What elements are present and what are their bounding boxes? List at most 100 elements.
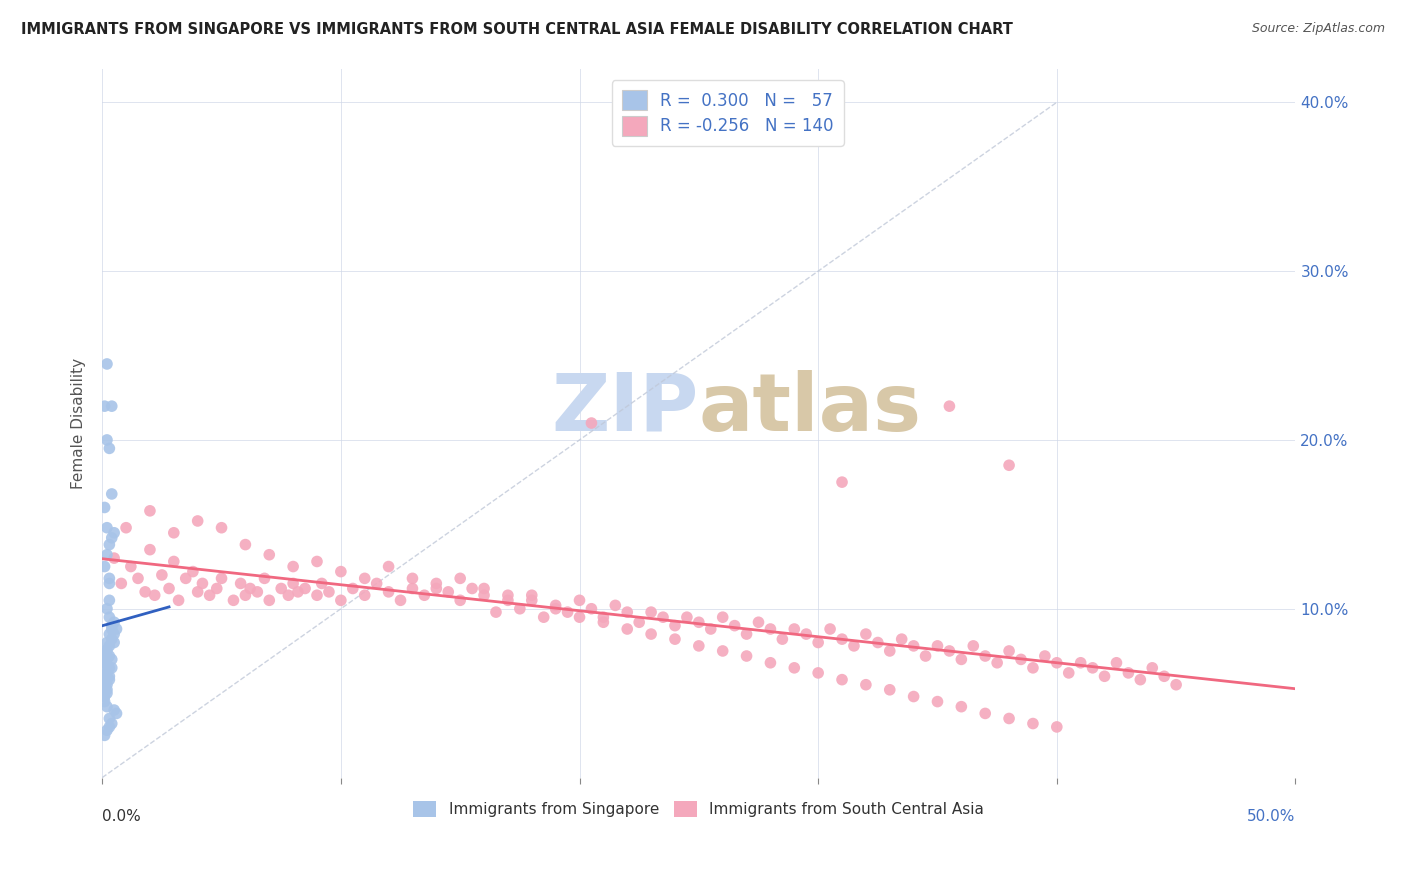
Point [986, 656, 1008, 670]
Point [998, 711, 1021, 725]
Point [1153, 669, 1175, 683]
Point [98, 669, 121, 683]
Point [437, 585, 460, 599]
Point [96, 686, 118, 700]
Point [544, 599, 567, 613]
Point [472, 582, 495, 596]
Point [1033, 648, 1056, 663]
Text: Source: ZipAtlas.com: Source: ZipAtlas.com [1251, 22, 1385, 36]
Point [783, 661, 806, 675]
Point [1046, 656, 1069, 670]
Point [100, 622, 122, 636]
Point [98, 571, 121, 585]
Point [1070, 656, 1092, 670]
Point [449, 593, 471, 607]
Point [134, 585, 156, 599]
Point [628, 615, 651, 630]
Point [98, 661, 121, 675]
Point [890, 632, 912, 647]
Point [914, 648, 936, 663]
Point [281, 559, 304, 574]
Point [187, 514, 209, 528]
Point [294, 582, 316, 596]
Point [127, 571, 149, 585]
Point [103, 525, 125, 540]
Point [1057, 665, 1080, 680]
Point [496, 588, 519, 602]
Text: atlas: atlas [699, 370, 922, 448]
Point [259, 593, 281, 607]
Point [533, 610, 555, 624]
Point [96, 357, 118, 371]
Point [93, 695, 115, 709]
Point [98, 720, 121, 734]
Point [783, 622, 806, 636]
Text: ZIP: ZIP [551, 370, 699, 448]
Point [509, 601, 531, 615]
Point [329, 565, 352, 579]
Point [98, 442, 121, 456]
Point [110, 576, 132, 591]
Point [98, 610, 121, 624]
Point [879, 682, 901, 697]
Point [735, 648, 758, 663]
Point [311, 576, 333, 591]
Point [1105, 656, 1128, 670]
Point [818, 622, 841, 636]
Point [425, 582, 447, 596]
Point [96, 678, 118, 692]
Point [93, 690, 115, 704]
Point [115, 521, 138, 535]
Point [557, 605, 579, 619]
Point [472, 588, 495, 602]
Y-axis label: Female Disability: Female Disability [72, 358, 86, 489]
Point [568, 610, 591, 624]
Point [174, 571, 197, 585]
Point [103, 635, 125, 649]
Point [688, 615, 710, 630]
Point [163, 554, 186, 568]
Point [167, 593, 190, 607]
Point [270, 582, 292, 596]
Point [96, 521, 118, 535]
Point [98, 627, 121, 641]
Text: 0.0%: 0.0% [103, 809, 141, 824]
Point [485, 605, 508, 619]
Point [366, 576, 388, 591]
Point [96, 548, 118, 562]
Point [100, 716, 122, 731]
Legend: Immigrants from Singapore, Immigrants from South Central Asia: Immigrants from Singapore, Immigrants fr… [408, 795, 990, 823]
Point [807, 635, 830, 649]
Point [96, 433, 118, 447]
Point [93, 559, 115, 574]
Point [855, 678, 877, 692]
Point [974, 648, 997, 663]
Point [100, 399, 122, 413]
Point [93, 661, 115, 675]
Point [143, 588, 166, 602]
Point [157, 582, 180, 596]
Point [1142, 661, 1164, 675]
Point [96, 723, 118, 738]
Point [98, 648, 121, 663]
Point [866, 635, 889, 649]
Point [187, 585, 209, 599]
Point [100, 652, 122, 666]
Point [998, 458, 1021, 473]
Point [93, 399, 115, 413]
Point [581, 601, 603, 615]
Point [544, 601, 567, 615]
Point [103, 703, 125, 717]
Point [616, 622, 638, 636]
Point [401, 571, 423, 585]
Point [222, 593, 245, 607]
Point [938, 644, 960, 658]
Point [98, 673, 121, 687]
Point [401, 582, 423, 596]
Point [96, 665, 118, 680]
Point [163, 525, 186, 540]
Point [318, 585, 340, 599]
Point [103, 627, 125, 641]
Point [998, 644, 1021, 658]
Point [96, 648, 118, 663]
